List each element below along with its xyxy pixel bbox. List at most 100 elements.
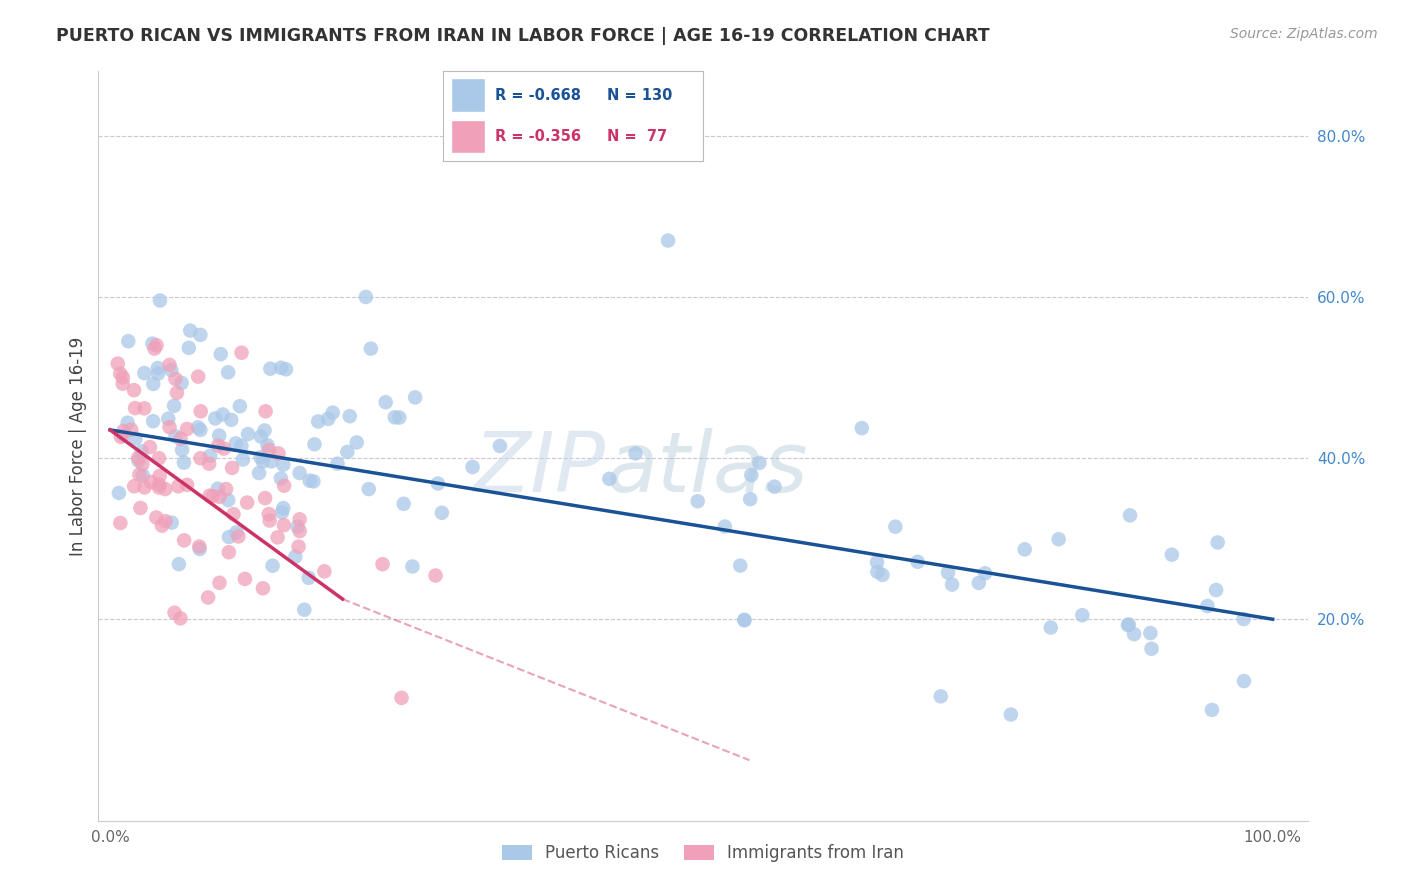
Point <box>354 290 377 304</box>
Point <box>127 450 149 465</box>
Point <box>207 438 229 452</box>
Point <box>198 489 221 503</box>
Point <box>733 613 755 627</box>
Point <box>929 690 952 704</box>
Point <box>360 342 382 356</box>
Point <box>217 365 239 379</box>
Point <box>346 435 368 450</box>
Point <box>122 383 145 397</box>
Point <box>302 475 325 489</box>
Point <box>907 555 929 569</box>
Point <box>1206 535 1229 549</box>
Point <box>260 454 283 468</box>
Point <box>131 444 153 458</box>
Point <box>304 437 326 451</box>
Point <box>155 514 177 528</box>
Text: atlas: atlas <box>606 428 808 509</box>
Point <box>215 482 238 496</box>
Point <box>190 451 212 466</box>
Point <box>270 360 292 375</box>
Point <box>120 423 142 437</box>
Y-axis label: In Labor Force | Age 16-19: In Labor Force | Age 16-19 <box>69 336 87 556</box>
Point <box>404 390 426 404</box>
Point <box>141 475 163 489</box>
Point <box>167 557 190 571</box>
Point <box>259 513 281 527</box>
Point <box>322 406 344 420</box>
Point <box>112 424 135 438</box>
Point <box>287 540 309 554</box>
Point <box>284 549 307 564</box>
Point <box>131 457 153 471</box>
Point <box>187 420 209 434</box>
Point <box>159 420 181 434</box>
Point <box>231 345 253 359</box>
Point <box>371 558 394 572</box>
Point <box>430 506 453 520</box>
Point <box>132 468 155 483</box>
Point <box>256 438 278 452</box>
Point <box>740 468 762 483</box>
Text: Source: ZipAtlas.com: Source: ZipAtlas.com <box>1230 27 1378 41</box>
Point <box>155 482 177 496</box>
Point <box>270 471 292 485</box>
Text: PUERTO RICAN VS IMMIGRANTS FROM IRAN IN LABOR FORCE | AGE 16-19 CORRELATION CHAR: PUERTO RICAN VS IMMIGRANTS FROM IRAN IN … <box>56 27 990 45</box>
Point <box>686 494 709 508</box>
Point <box>1197 599 1219 613</box>
Point <box>190 404 212 418</box>
Point <box>176 422 198 436</box>
Point <box>107 357 129 371</box>
Point <box>274 362 297 376</box>
Point <box>1139 626 1161 640</box>
Point <box>1119 508 1142 523</box>
Point <box>117 416 139 430</box>
Point <box>316 412 339 426</box>
Point <box>884 519 907 533</box>
Point <box>1071 608 1094 623</box>
Point <box>190 423 212 437</box>
Point <box>146 367 169 381</box>
Text: R = -0.668: R = -0.668 <box>495 88 581 103</box>
Point <box>252 454 274 468</box>
Point <box>489 439 512 453</box>
Text: N = 130: N = 130 <box>607 88 672 103</box>
Point <box>392 497 415 511</box>
Point <box>207 482 229 496</box>
Point <box>150 518 173 533</box>
Point <box>339 409 361 424</box>
Point <box>173 456 195 470</box>
Point <box>733 613 755 627</box>
Point <box>134 401 156 416</box>
Point <box>866 565 889 579</box>
Point <box>165 372 187 386</box>
Point <box>134 366 156 380</box>
Point <box>218 545 240 559</box>
Point <box>974 566 997 581</box>
Point <box>170 376 193 390</box>
Point <box>157 411 180 425</box>
Point <box>273 478 295 492</box>
Point <box>374 395 396 409</box>
Point <box>391 690 413 705</box>
Point <box>110 430 132 444</box>
Point <box>250 429 273 443</box>
Point <box>111 370 134 384</box>
FancyBboxPatch shape <box>451 78 485 112</box>
Point <box>225 525 247 540</box>
Point <box>262 558 284 573</box>
Point <box>967 576 990 591</box>
Point <box>298 571 321 585</box>
Point <box>110 516 132 530</box>
Point <box>163 606 186 620</box>
Point <box>134 480 156 494</box>
Point <box>307 414 329 428</box>
Point <box>273 518 295 533</box>
Point <box>461 460 484 475</box>
Point <box>1118 617 1140 632</box>
Point <box>259 361 281 376</box>
Point <box>388 410 411 425</box>
Point <box>247 466 270 480</box>
Point <box>212 442 235 456</box>
Point <box>1014 542 1036 557</box>
Point <box>197 591 219 605</box>
